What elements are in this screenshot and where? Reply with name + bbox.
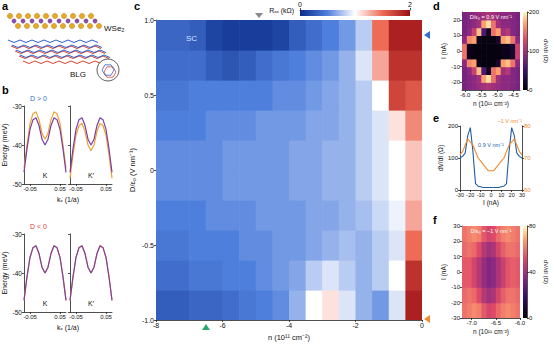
svg-text:0.05: 0.05 [54, 186, 66, 192]
svg-text:-6.5: -6.5 [491, 320, 502, 326]
svg-text:-8: -8 [153, 322, 159, 329]
svg-text:kₓ (1/a): kₓ (1/a) [57, 324, 79, 332]
svg-text:10: 10 [453, 254, 460, 260]
svg-text:100: 100 [448, 155, 459, 161]
svg-text:-0.5: -0.5 [142, 242, 154, 249]
svg-text:20: 20 [509, 192, 515, 198]
svg-text:I (nA): I (nA) [440, 264, 448, 280]
svg-text:dV/dI (Ω): dV/dI (Ω) [543, 39, 549, 63]
svg-text:BLG: BLG [70, 70, 86, 79]
svg-text:K′: K′ [88, 300, 95, 307]
svg-text:20: 20 [453, 17, 460, 23]
svg-text:kₓ (1/a): kₓ (1/a) [57, 196, 79, 204]
svg-text:n (10¹¹ cm⁻²): n (10¹¹ cm⁻²) [473, 328, 509, 336]
svg-text:30: 30 [453, 223, 460, 229]
svg-text:-1.0: -1.0 [141, 316, 154, 324]
svg-text:0: 0 [457, 48, 461, 54]
svg-text:0.9 V nm⁻¹: 0.9 V nm⁻¹ [478, 142, 504, 148]
svg-text:D < 0: D < 0 [30, 223, 47, 230]
svg-text:dV/dI (Ω): dV/dI (Ω) [543, 260, 549, 284]
svg-text:-7.0: -7.0 [466, 320, 477, 326]
svg-text:Rₓₓ (kΩ): Rₓₓ (kΩ) [269, 7, 294, 15]
svg-text:-0.05: -0.05 [69, 186, 83, 192]
svg-text:20: 20 [453, 238, 460, 244]
svg-text:-30: -30 [451, 315, 460, 321]
svg-text:n (10¹¹ cm⁻²): n (10¹¹ cm⁻²) [268, 333, 311, 342]
svg-text:b: b [2, 84, 9, 96]
svg-text:I (nA): I (nA) [440, 43, 448, 59]
svg-text:d: d [433, 0, 440, 12]
svg-text:e: e [433, 112, 439, 124]
svg-text:n (10¹¹ cm⁻²): n (10¹¹ cm⁻²) [473, 100, 509, 108]
svg-text:-40: -40 [13, 270, 23, 277]
svg-text:-0.05: -0.05 [23, 314, 37, 320]
svg-text:D/ε₀ (V nm⁻¹): D/ε₀ (V nm⁻¹) [128, 147, 137, 192]
svg-text:−1 V nm⁻¹: −1 V nm⁻¹ [498, 118, 523, 124]
svg-text:-20: -20 [451, 300, 460, 306]
svg-text:30: 30 [519, 192, 525, 198]
svg-text:0: 0 [454, 187, 458, 193]
svg-text:1.0: 1.0 [144, 17, 154, 24]
svg-text:-5.5: -5.5 [476, 92, 487, 98]
svg-text:WSe₂: WSe₂ [104, 24, 124, 33]
svg-text:-2: -2 [352, 322, 358, 329]
svg-text:70: 70 [524, 155, 531, 161]
svg-text:-30: -30 [13, 103, 23, 110]
svg-text:0: 0 [420, 322, 424, 329]
svg-text:10: 10 [453, 32, 460, 38]
svg-text:K: K [43, 172, 48, 179]
svg-text:0: 0 [150, 167, 154, 174]
svg-text:D/ε₀ = −1 V nm⁻¹: D/ε₀ = −1 V nm⁻¹ [471, 228, 512, 234]
svg-text:0.05: 0.05 [100, 186, 112, 192]
svg-text:0: 0 [529, 87, 533, 93]
svg-text:0: 0 [457, 269, 461, 275]
svg-text:-0.05: -0.05 [23, 186, 37, 192]
svg-text:Energy (meV): Energy (meV) [1, 251, 9, 294]
svg-text:0.05: 0.05 [100, 314, 112, 320]
svg-text:a: a [2, 0, 9, 12]
svg-text:-10: -10 [451, 284, 460, 290]
svg-text:-0.05: -0.05 [69, 314, 83, 320]
svg-text:-20: -20 [466, 192, 474, 198]
svg-text:-40: -40 [13, 142, 23, 149]
svg-text:-20: -20 [451, 79, 460, 85]
svg-text:0.05: 0.05 [54, 314, 66, 320]
svg-text:60: 60 [524, 187, 531, 193]
svg-text:-6: -6 [219, 322, 225, 329]
svg-text:-30: -30 [13, 231, 23, 238]
svg-text:-4.5: -4.5 [508, 92, 519, 98]
svg-text:Energy (meV): Energy (meV) [1, 123, 9, 166]
svg-text:-50: -50 [13, 181, 23, 188]
svg-text:K′: K′ [88, 172, 95, 179]
svg-text:-10: -10 [477, 192, 485, 198]
svg-text:D > 0: D > 0 [30, 95, 47, 102]
svg-text:c: c [134, 0, 140, 12]
svg-text:0: 0 [298, 1, 302, 8]
svg-text:SC: SC [186, 34, 197, 43]
svg-text:D/ε₀ = 0.9 V nm⁻¹: D/ε₀ = 0.9 V nm⁻¹ [470, 14, 513, 20]
svg-text:-6.0: -6.0 [460, 92, 471, 98]
svg-text:-50: -50 [13, 309, 23, 316]
svg-text:0: 0 [489, 192, 492, 198]
svg-text:dV/dI (Ω): dV/dI (Ω) [437, 145, 445, 171]
svg-text:80: 80 [529, 223, 536, 229]
svg-text:80: 80 [524, 123, 531, 129]
svg-text:10: 10 [498, 192, 504, 198]
svg-text:0.5: 0.5 [144, 92, 154, 99]
svg-text:-4: -4 [286, 322, 292, 329]
svg-text:-5.0: -5.0 [492, 92, 503, 98]
svg-text:K: K [43, 300, 48, 307]
svg-text:200: 200 [448, 123, 459, 129]
svg-text:100: 100 [529, 48, 540, 54]
svg-text:I (nA): I (nA) [483, 199, 499, 207]
svg-text:-10: -10 [451, 64, 460, 70]
svg-text:-6.0: -6.0 [515, 320, 526, 326]
svg-text:2: 2 [408, 1, 412, 8]
svg-text:-30: -30 [456, 192, 464, 198]
svg-text:40: 40 [529, 269, 536, 275]
svg-text:0: 0 [529, 315, 533, 321]
svg-text:200: 200 [529, 9, 540, 15]
svg-text:f: f [433, 214, 437, 226]
